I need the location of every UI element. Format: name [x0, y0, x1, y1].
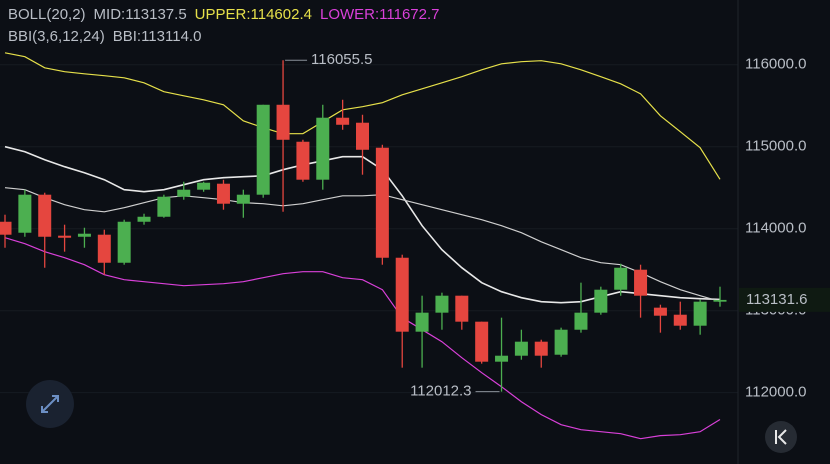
legend-group: BBI(3,6,12,24)	[8, 28, 105, 45]
candle-body	[415, 312, 429, 332]
legend: BOLL(20,2) MID:113137.5 UPPER:114602.4 LOWE…	[8, 6, 440, 45]
candle-body	[435, 295, 449, 313]
candle-body	[177, 189, 191, 197]
candle-body	[514, 341, 528, 356]
candle-body	[316, 117, 330, 180]
candle-body	[276, 104, 290, 140]
candle-body	[256, 104, 270, 195]
candle-body	[216, 183, 230, 204]
indicator-line	[4, 187, 721, 302]
candle-body	[97, 234, 111, 263]
expand-button[interactable]	[26, 380, 74, 428]
low-label: 112012.3	[410, 383, 471, 400]
scroll-icon	[775, 429, 787, 445]
candle-body	[236, 194, 250, 204]
y-tick-label: 116000.0	[745, 56, 806, 73]
candle-body	[554, 329, 568, 355]
scroll-to-latest-button[interactable]	[765, 421, 797, 453]
y-tick-label: 114000.0	[745, 220, 806, 237]
candle-body	[38, 194, 52, 237]
candle-body	[475, 321, 489, 362]
last-price-label: 113131.6	[746, 291, 807, 308]
legend-row: BOLL(20,2) MID:113137.5 UPPER:114602.4 LOWE…	[8, 6, 440, 23]
candle-body	[395, 257, 409, 332]
candle-body	[614, 267, 628, 290]
candle-body	[653, 307, 667, 316]
price-label-bg	[739, 287, 830, 312]
legend-entry: BBI:113114.0	[113, 28, 202, 45]
candle-body	[157, 196, 171, 217]
legend-entry: UPPER:114602.4	[195, 6, 312, 23]
candle-body	[375, 147, 389, 258]
legend-entry: LOWER:111672.7	[320, 6, 440, 23]
indicator-line	[4, 52, 721, 180]
candle-body	[77, 233, 91, 237]
expand-icon	[41, 395, 59, 413]
candle-body	[495, 355, 509, 362]
legend-entry: MID:113137.5	[94, 6, 187, 23]
candle-body	[117, 221, 131, 263]
candle-body	[455, 295, 469, 322]
candle-body	[534, 341, 548, 356]
candle-body	[356, 122, 369, 150]
candle-body	[296, 141, 310, 180]
legend-row: BBI(3,6,12,24) BBI:113114.0	[8, 28, 201, 45]
candle-body	[693, 301, 707, 326]
candle-body	[673, 314, 687, 326]
candle-body	[197, 182, 211, 190]
y-tick-label: 112000.0	[745, 384, 806, 401]
candle-body	[634, 269, 648, 296]
scroll-button-bg[interactable]	[765, 421, 797, 453]
candle-body	[574, 312, 588, 330]
candle-body	[18, 194, 32, 233]
indicator-line	[4, 237, 721, 440]
y-tick-label: 115000.0	[745, 138, 806, 155]
plot: 116055.5 112012.3	[0, 51, 727, 440]
candle-body	[58, 235, 72, 238]
high-label: 116055.5	[311, 51, 372, 68]
candle-body	[336, 117, 350, 125]
candle-body	[0, 221, 12, 235]
candle-body	[137, 216, 151, 222]
candle-body	[594, 289, 608, 313]
legend-group: BOLL(20,2)	[8, 6, 86, 23]
y-axis: 112000.0113000.0114000.0115000.0116000.0…	[739, 56, 830, 401]
candle-body	[713, 299, 727, 302]
